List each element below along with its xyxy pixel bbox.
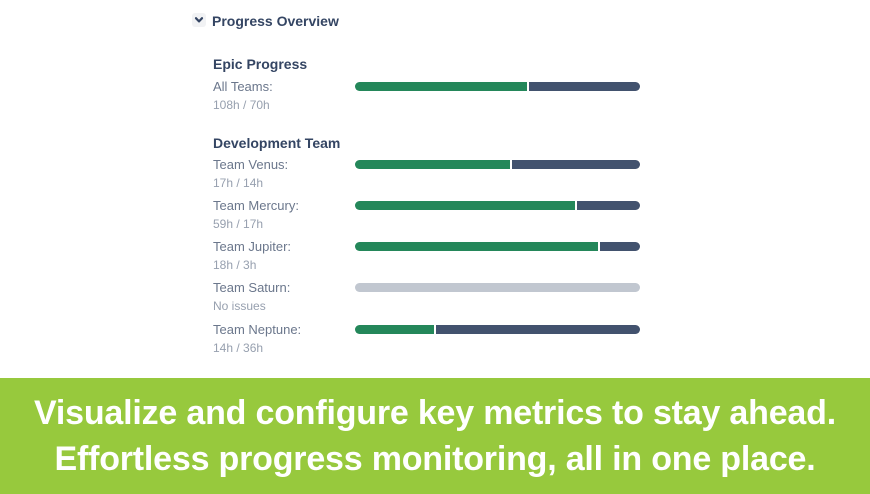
row-hours: 17h / 14h — [213, 176, 264, 190]
chevron-down-icon — [194, 15, 204, 25]
row-status: No issues — [213, 299, 266, 313]
progress-bar — [355, 242, 640, 251]
progress-remaining-segment — [436, 325, 640, 334]
progress-done-segment — [355, 201, 575, 210]
progress-bar — [355, 82, 640, 91]
progress-done-segment — [355, 325, 435, 334]
row-label: Team Neptune: — [213, 322, 302, 337]
progress-row-team-mercury: Team Mercury: 59h / 17h — [213, 199, 853, 233]
row-label: Team Mercury: — [213, 198, 299, 213]
progress-row-team-neptune: Team Neptune: 14h / 36h — [213, 323, 853, 357]
row-label: Team Jupiter: — [213, 239, 292, 254]
progress-remaining-segment — [599, 242, 640, 251]
row-label: Team Venus: — [213, 157, 289, 172]
progress-done-segment — [355, 160, 511, 169]
progress-bar — [355, 283, 640, 292]
banner-line-2: Effortless progress monitoring, all in o… — [54, 440, 816, 478]
progress-remaining-segment — [512, 160, 640, 169]
progress-remaining-segment — [528, 82, 640, 91]
row-hours: 14h / 36h — [213, 341, 264, 355]
progress-bar — [355, 160, 640, 169]
row-hours: 18h / 3h — [213, 258, 257, 272]
progress-row-all-teams: All Teams: 108h / 70h — [213, 80, 853, 114]
row-label: All Teams: — [213, 79, 273, 94]
row-label: Team Saturn: — [213, 280, 291, 295]
progress-remaining-segment — [576, 201, 640, 210]
panel-title: Progress Overview — [212, 13, 339, 29]
section-title-epic-progress: Epic Progress — [213, 56, 308, 72]
progress-row-team-jupiter: Team Jupiter: 18h / 3h — [213, 240, 853, 274]
collapse-toggle-button[interactable] — [192, 13, 206, 27]
progress-done-segment — [355, 82, 527, 91]
banner-line-1: Visualize and configure key metrics to s… — [34, 394, 836, 432]
progress-done-segment — [355, 242, 598, 251]
progress-row-team-saturn: Team Saturn: No issues — [213, 281, 853, 315]
row-hours: 108h / 70h — [213, 98, 270, 112]
marketing-banner: Visualize and configure key metrics to s… — [0, 378, 870, 494]
progress-bar — [355, 325, 640, 334]
progress-bar — [355, 201, 640, 210]
progress-row-team-venus: Team Venus: 17h / 14h — [213, 158, 853, 192]
row-hours: 59h / 17h — [213, 217, 264, 231]
section-title-development-team: Development Team — [213, 135, 341, 151]
